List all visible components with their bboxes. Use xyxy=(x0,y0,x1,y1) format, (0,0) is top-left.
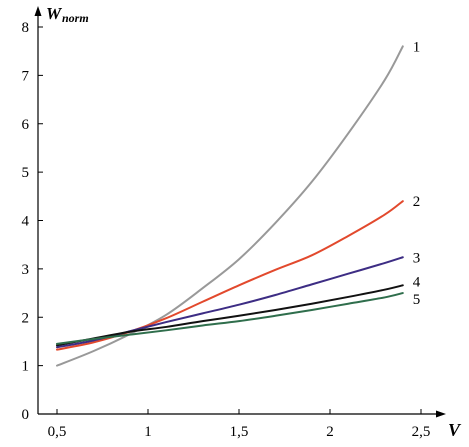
y-tick-label: 4 xyxy=(22,214,30,230)
y-tick-label: 6 xyxy=(22,117,30,133)
y-axis-arrow xyxy=(34,6,42,16)
y-tick-label: 8 xyxy=(22,20,30,36)
series-label-5: 5 xyxy=(413,292,421,308)
series-group xyxy=(56,45,404,367)
y-tick-label: 2 xyxy=(22,310,30,326)
ticks: 0 1 2 3 4 5 6 7 8 0,5 1 1,5 2 2,5 xyxy=(22,20,431,440)
series-line-5 xyxy=(56,292,404,345)
axes xyxy=(34,6,446,418)
y-tick-label: 3 xyxy=(22,262,30,278)
series-line-2 xyxy=(56,200,404,351)
series-label-4: 4 xyxy=(413,274,421,290)
x-axis-arrow xyxy=(436,410,446,418)
y-tick-label: 5 xyxy=(22,165,30,181)
series-line-4 xyxy=(56,284,404,347)
x-tick-label: 1,5 xyxy=(230,424,249,440)
x-tick-label: 1 xyxy=(144,424,152,440)
series-label-3: 3 xyxy=(413,250,421,266)
series-line-1 xyxy=(56,45,404,367)
y-axis-title-subscript: norm xyxy=(62,11,89,25)
x-tick-label: 2 xyxy=(326,424,334,440)
y-axis-title: W xyxy=(46,4,63,23)
series-label-2: 2 xyxy=(413,194,421,210)
x-tick-label: 0,5 xyxy=(48,424,67,440)
y-tick-label: 0 xyxy=(22,407,30,423)
series-label-1: 1 xyxy=(413,39,421,55)
x-tick-label: 2,5 xyxy=(412,424,431,440)
x-axis-title: V xyxy=(448,420,462,440)
y-tick-label: 7 xyxy=(22,68,30,84)
y-tick-label: 1 xyxy=(22,359,30,375)
